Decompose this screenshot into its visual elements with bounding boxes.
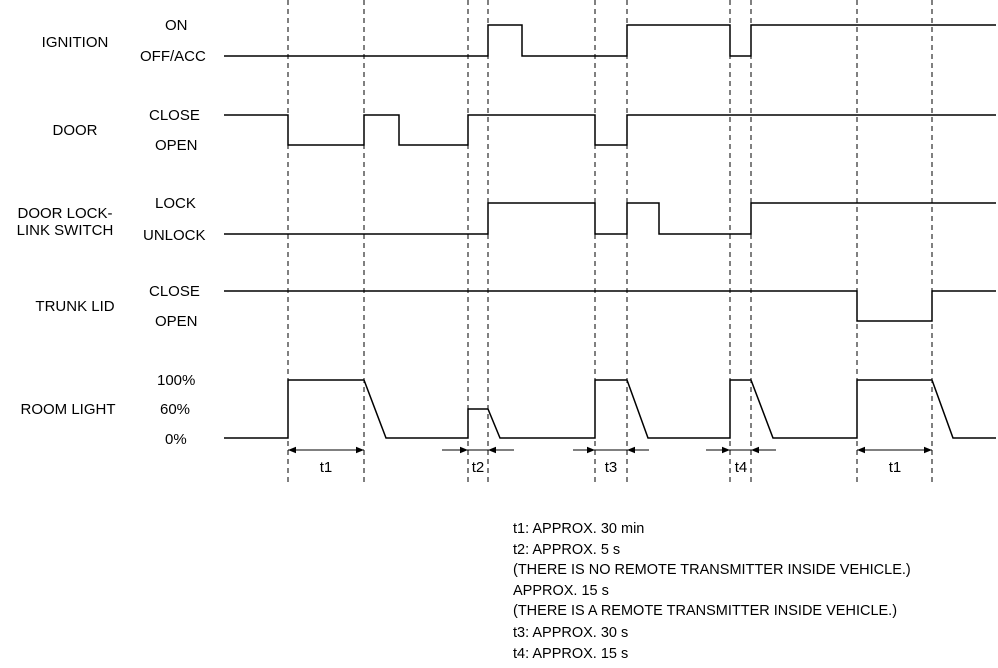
level-label-lock: LOCK — [155, 195, 196, 212]
level-label-unlock: UNLOCK — [143, 227, 206, 244]
level-label-trunk-close: CLOSE — [149, 283, 200, 300]
waveform-canvas: t1 t2 t3 t4 t1 — [224, 0, 996, 482]
note-t3: t3: APPROX. 30 s — [513, 625, 629, 641]
trunk-lid-waveform — [224, 290, 996, 322]
note-approx-15s: APPROX. 15 s — [513, 583, 609, 599]
note-t2: t2: APPROX. 5 s — [513, 542, 621, 558]
signal-name-room-light: ROOM LIGHT — [20, 401, 116, 418]
reference-lines — [287, 0, 933, 482]
level-label-0-percent: 0% — [165, 431, 187, 448]
level-label-ignition-off-acc: OFF/ACC — [140, 48, 206, 65]
ignition-waveform — [224, 24, 996, 57]
signal-name-ignition: IGNITION — [41, 34, 109, 51]
interval-label-t1: t1 — [320, 459, 333, 476]
level-label-door-close: CLOSE — [149, 107, 200, 124]
signal-name-door-lock-link-switch: DOOR LOCK- LINK SWITCH — [16, 205, 114, 239]
interval-label-t2: t2 — [472, 459, 485, 476]
level-label-60-percent: 60% — [160, 401, 191, 418]
level-label-trunk-open: OPEN — [155, 313, 198, 330]
door-waveform — [224, 114, 996, 146]
note-with-remote: (THERE IS A REMOTE TRANSMITTER INSIDE VE… — [513, 603, 898, 619]
note-no-remote: (THERE IS NO REMOTE TRANSMITTER INSIDE V… — [513, 562, 911, 578]
interval-label-t3: t3 — [605, 459, 618, 476]
note-t4: t4: APPROX. 15 s — [513, 646, 629, 662]
interval-label-t4: t4 — [735, 459, 748, 476]
signal-name-trunk-lid: TRUNK LID — [35, 298, 115, 315]
door-lock-link-switch-waveform — [224, 202, 996, 235]
level-label-ignition-on: ON — [165, 17, 188, 34]
note-t1: t1: APPROX. 30 min — [513, 521, 645, 537]
signal-name-door: DOOR — [52, 122, 98, 139]
level-label-door-open: OPEN — [155, 137, 198, 154]
room-light-waveform — [224, 379, 996, 439]
level-label-100-percent: 100% — [157, 372, 196, 389]
interval-label-t1-second: t1 — [889, 459, 902, 476]
